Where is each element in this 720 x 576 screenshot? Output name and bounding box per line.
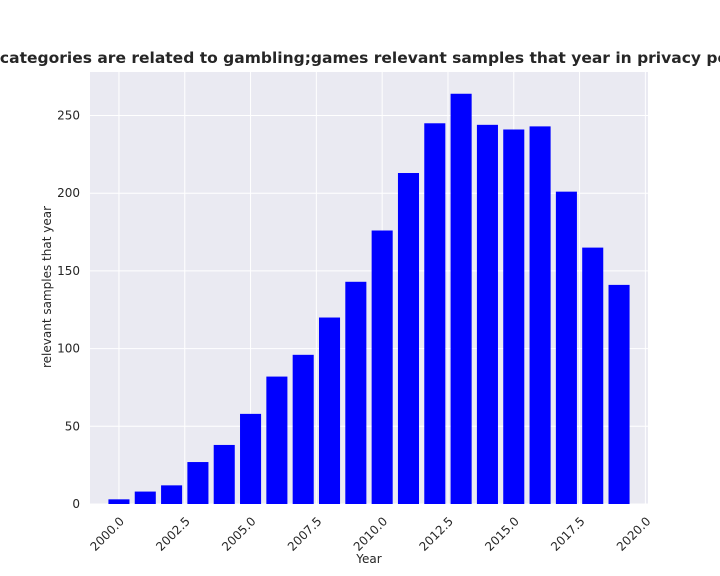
- x-axis-label: Year: [355, 552, 381, 566]
- x-tick-label: 2000.0: [87, 514, 127, 554]
- bar-2009: [345, 281, 367, 504]
- bar-2003: [187, 462, 209, 504]
- y-tick-label: 200: [57, 186, 80, 200]
- x-tick-label: 2010.0: [351, 514, 391, 554]
- bar-2005: [240, 413, 262, 504]
- x-tick-label: 2015.0: [482, 514, 522, 554]
- bar-2000: [108, 499, 130, 504]
- y-tick-label: 150: [57, 264, 80, 278]
- y-tick-label: 50: [65, 419, 80, 433]
- y-tick-label: 100: [57, 342, 80, 356]
- y-tick-label: 250: [57, 109, 80, 123]
- bars: [108, 93, 630, 505]
- bar-2019: [608, 284, 630, 504]
- x-tick-label: 2005.0: [219, 514, 259, 554]
- y-axis-ticks: 0 50 100 150 200 250: [57, 109, 80, 511]
- chart-title: Years when categories are related to gam…: [0, 49, 720, 67]
- bar-2012: [424, 123, 446, 504]
- bar-2011: [397, 173, 420, 504]
- bar-2014: [476, 124, 498, 504]
- plot-area: [90, 72, 648, 504]
- bar-2018: [582, 247, 604, 505]
- bar-2010: [371, 230, 393, 504]
- y-tick-label: 0: [72, 497, 80, 511]
- x-tick-label: 2007.5: [285, 514, 325, 554]
- x-tick-label: 2002.5: [153, 514, 193, 554]
- x-tick-label: 2020.0: [614, 514, 654, 554]
- y-axis-label: relevant samples that year: [40, 206, 54, 368]
- x-tick-label: 2017.5: [548, 514, 588, 554]
- bar-2002: [161, 485, 183, 504]
- bar-2001: [134, 491, 156, 504]
- x-axis-ticks: 2000.0 2002.5 2005.0 2007.5 2010.0 2012.5 2015…: [87, 514, 653, 554]
- x-tick-label: 2012.5: [416, 514, 456, 554]
- bar-2006: [266, 376, 288, 504]
- bar-2017: [555, 191, 577, 505]
- bar-2007: [292, 354, 314, 504]
- bar-2015: [503, 129, 525, 504]
- bar-2013: [450, 93, 472, 504]
- bar-2008: [318, 317, 341, 504]
- bar-2016: [529, 126, 551, 504]
- bar-2004: [213, 444, 235, 504]
